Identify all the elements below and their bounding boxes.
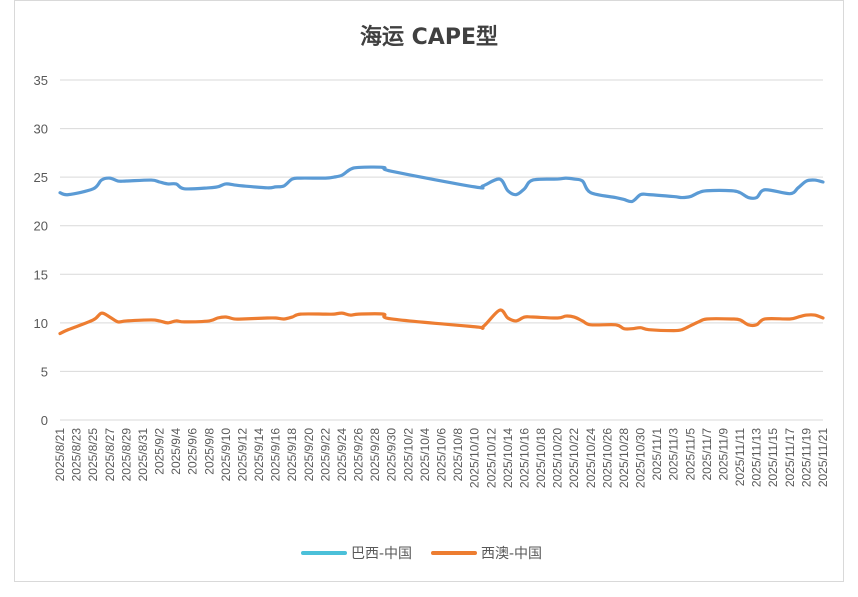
x-tick-label: 2025/10/2 (401, 428, 415, 482)
x-tick-label: 2025/8/29 (119, 428, 133, 482)
x-tick-label: 2025/10/12 (484, 428, 498, 488)
x-tick-label: 2025/10/10 (468, 428, 482, 488)
x-tick-label: 2025/9/4 (169, 428, 183, 475)
chart-title: 海运 CAPE型 (360, 24, 498, 50)
x-tick-label: 2025/11/3 (667, 428, 681, 481)
y-tick-label: 10 (34, 316, 48, 331)
x-tick-label: 2025/9/14 (252, 428, 266, 482)
x-tick-label: 2025/9/26 (352, 428, 366, 482)
y-tick-label: 5 (41, 364, 48, 379)
x-tick-label: 2025/8/23 (70, 428, 84, 482)
x-tick-label: 2025/8/25 (86, 428, 100, 482)
x-tick-label: 2025/9/12 (235, 428, 249, 482)
y-tick-label: 30 (34, 122, 48, 137)
x-tick-label: 2025/11/21 (816, 428, 830, 487)
x-tick-label: 2025/9/22 (318, 428, 332, 482)
x-tick-label: 2025/11/5 (683, 428, 697, 481)
x-tick-label: 2025/10/28 (617, 428, 631, 488)
x-tick-label: 2025/10/20 (551, 428, 565, 488)
chart-frame (14, 0, 844, 582)
x-tick-label: 2025/10/24 (584, 428, 598, 488)
y-tick-label: 0 (41, 413, 48, 428)
y-axis-ticks: 0 5 10 15 20 25 30 35 (34, 73, 48, 428)
x-tick-label: 2025/8/27 (103, 428, 117, 482)
x-tick-label: 2025/9/8 (202, 428, 216, 475)
x-tick-label: 2025/9/18 (285, 428, 299, 482)
x-tick-label: 2025/10/26 (600, 428, 614, 488)
x-tick-label: 2025/11/19 (799, 428, 813, 487)
x-tick-label: 2025/9/20 (302, 428, 316, 482)
x-tick-label: 2025/10/4 (418, 428, 432, 482)
legend: 巴西-中国 西澳-中国 (301, 546, 542, 562)
x-tick-label: 2025/11/15 (766, 428, 780, 487)
x-tick-label: 2025/10/18 (534, 428, 548, 488)
y-tick-label: 20 (34, 219, 48, 234)
gridlines (60, 79, 823, 421)
y-tick-label: 25 (34, 170, 48, 185)
x-tick-label: 2025/9/16 (269, 428, 283, 482)
x-tick-label: 2025/9/28 (368, 428, 382, 482)
y-tick-label: 35 (34, 73, 48, 88)
x-tick-label: 2025/10/30 (634, 428, 648, 488)
legend-label: 巴西-中国 (351, 546, 412, 562)
x-tick-label: 2025/10/8 (451, 428, 465, 482)
x-tick-label: 2025/9/2 (153, 428, 167, 475)
series-line-2 (58, 308, 825, 336)
x-tick-label: 2025/8/21 (53, 428, 67, 482)
x-tick-label: 2025/9/10 (219, 428, 233, 482)
x-tick-label: 2025/10/22 (567, 428, 581, 488)
x-tick-label: 2025/11/13 (750, 428, 764, 487)
x-tick-label: 2025/10/16 (517, 428, 531, 488)
x-tick-label: 2025/11/11 (733, 428, 747, 487)
series-lines (58, 165, 825, 336)
x-tick-label: 2025/10/14 (501, 428, 515, 488)
y-tick-label: 15 (34, 267, 48, 282)
x-tick-label: 2025/11/17 (783, 428, 797, 487)
x-tick-label: 2025/11/9 (716, 428, 730, 481)
x-tick-label: 2025/9/6 (186, 428, 200, 475)
series-line-1 (58, 165, 825, 204)
x-tick-label: 2025/8/31 (136, 428, 150, 482)
x-tick-label: 2025/10/6 (435, 428, 449, 482)
x-tick-label: 2025/11/1 (650, 428, 664, 481)
legend-label: 西澳-中国 (481, 546, 542, 562)
x-tick-label: 2025/9/30 (385, 428, 399, 482)
x-tick-label: 2025/11/7 (700, 428, 714, 481)
x-axis-ticks: 2025/8/21 2025/8/23 2025/8/25 2025/8/27 2025… (53, 428, 830, 488)
x-tick-label: 2025/9/24 (335, 428, 349, 482)
